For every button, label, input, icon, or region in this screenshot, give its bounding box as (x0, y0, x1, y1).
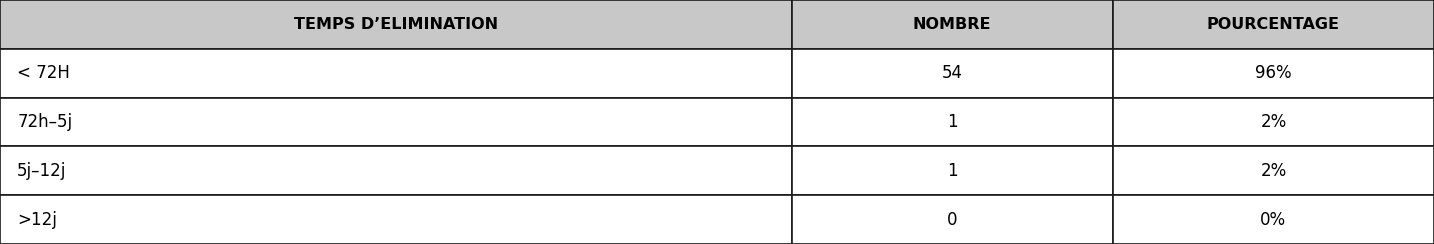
Text: 2%: 2% (1260, 113, 1286, 131)
Bar (792, 49, 1113, 98)
Text: 96%: 96% (1255, 64, 1292, 82)
Bar (0, 146, 792, 195)
Bar (0, 0, 792, 49)
Bar (1113, 49, 1434, 98)
Text: 1: 1 (946, 113, 958, 131)
Bar (0, 49, 792, 98)
Text: < 72H: < 72H (17, 64, 70, 82)
Bar (1113, 0, 1434, 49)
Text: 54: 54 (942, 64, 962, 82)
Bar (0, 98, 792, 146)
Text: TEMPS D’ELIMINATION: TEMPS D’ELIMINATION (294, 17, 498, 32)
Text: 0%: 0% (1260, 211, 1286, 229)
Text: 0: 0 (946, 211, 958, 229)
Text: 1: 1 (946, 162, 958, 180)
Bar (792, 146, 1113, 195)
Bar (1113, 146, 1434, 195)
Bar (0, 195, 792, 244)
Text: 72h–5j: 72h–5j (17, 113, 72, 131)
Bar (1113, 195, 1434, 244)
Bar (792, 195, 1113, 244)
Text: 2%: 2% (1260, 162, 1286, 180)
Text: 5j–12j: 5j–12j (17, 162, 66, 180)
Text: POURCENTAGE: POURCENTAGE (1207, 17, 1339, 32)
Text: >12j: >12j (17, 211, 57, 229)
Bar (1113, 98, 1434, 146)
Bar (792, 98, 1113, 146)
Bar (792, 0, 1113, 49)
Text: NOMBRE: NOMBRE (913, 17, 991, 32)
